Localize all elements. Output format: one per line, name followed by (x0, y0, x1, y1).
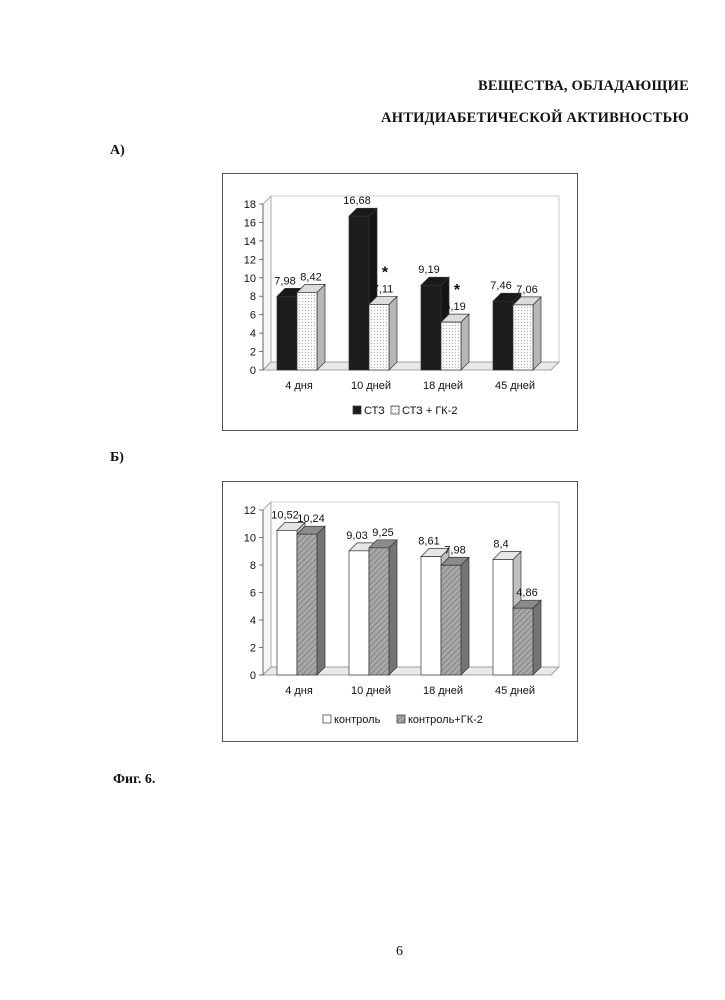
data-label: 9,03 (346, 530, 367, 542)
bar-front (441, 322, 461, 370)
y-tick-label: 0 (250, 365, 256, 377)
x-tick-label: 45 дней (495, 380, 535, 392)
bar-side (317, 526, 325, 675)
significance-asterisk: * (382, 264, 389, 281)
data-label: 9,25 (372, 527, 393, 539)
x-tick-label: 10 дней (351, 685, 391, 697)
bar (369, 540, 397, 675)
page-number: 6 (396, 944, 403, 960)
legend-swatch (397, 715, 405, 723)
data-label: 7,11 (373, 283, 394, 295)
bar-front (349, 551, 369, 675)
bar (369, 296, 397, 370)
data-label: 7,98 (274, 275, 295, 287)
document-title-line-1: ВЕЩЕСТВА, ОБЛАДАЮЩИЕ (478, 78, 689, 95)
bar-front (513, 305, 533, 370)
data-label: 10,24 (297, 513, 325, 525)
chart-a: 0 2 4 6 8 10 12 14 16 18 7,98 8,42 4 дня 16,68 7,11 10 … (222, 173, 578, 431)
y-tick-label: 18 (244, 199, 256, 211)
bar-front (277, 530, 297, 675)
bar-side (461, 314, 469, 370)
bar (297, 526, 325, 675)
legend-label: СТЗ + ГК-2 (402, 405, 458, 417)
bar-front (277, 296, 297, 370)
data-label: 7,98 (444, 544, 465, 556)
bar (441, 557, 469, 675)
bar-front (297, 292, 317, 370)
bar-front (513, 608, 533, 675)
bar-side (389, 540, 397, 675)
bar-front (421, 557, 441, 675)
y-tick-label: 2 (250, 347, 256, 359)
data-label: 8,4 (493, 539, 508, 551)
y-tick-label: 0 (250, 670, 256, 682)
side-wall (263, 502, 271, 675)
y-tick-label: 6 (250, 310, 256, 322)
data-label: 4,86 (516, 587, 537, 599)
legend-swatch (323, 715, 331, 723)
chart-b-svg: 0 2 4 6 8 10 12 10,5210,24 4 дня 9,03 9,25 10 дней 8… (223, 482, 577, 741)
chart-a-svg: 0 2 4 6 8 10 12 14 16 18 7,98 8,42 4 дня 16,68 7,11 10 … (223, 174, 577, 430)
figure-caption: Фиг. 6. (113, 772, 155, 788)
x-tick-label: 4 дня (285, 685, 313, 697)
bar-side (461, 557, 469, 675)
y-tick-label: 16 (244, 217, 256, 229)
data-label: 7,46 (490, 280, 511, 292)
panel-a-label: А) (110, 143, 125, 159)
legend-label: контроль+ГК-2 (408, 714, 483, 726)
y-tick-label: 8 (250, 560, 256, 572)
bar (441, 314, 469, 370)
data-label: 7,06 (516, 284, 537, 296)
bar-front (369, 548, 389, 675)
y-tick-label: 4 (250, 328, 256, 340)
y-tick-label: 10 (244, 273, 256, 285)
y-tick-label: 14 (244, 236, 256, 248)
bar-side (533, 600, 541, 675)
x-tick-label: 18 дней (423, 380, 463, 392)
legend: контроль контроль+ГК-2 (323, 714, 483, 726)
legend-label: СТЗ (364, 405, 385, 417)
document-title-line-2: АНТИДИАБЕТИЧЕСКОЙ АКТИВНОСТЬЮ (381, 110, 689, 127)
bar-side (389, 296, 397, 370)
bar (513, 600, 541, 675)
bar-front (493, 560, 513, 676)
bar-front (493, 301, 513, 370)
y-tick-label: 10 (244, 533, 256, 545)
x-tick-label: 4 дня (285, 380, 313, 392)
legend-label: контроль (334, 714, 381, 726)
bar (513, 297, 541, 370)
data-label: 9,19 (418, 264, 439, 276)
bar-side (533, 297, 541, 370)
bar-front (441, 565, 461, 675)
y-tick-label: 8 (250, 291, 256, 303)
bar-front (349, 216, 369, 370)
y-tick-label: 4 (250, 615, 256, 627)
data-label: 5,19 (444, 301, 465, 313)
side-wall (263, 196, 271, 370)
data-label: 16,68 (343, 195, 371, 207)
bar-front (297, 534, 317, 675)
bar-front (369, 304, 389, 370)
y-tick-label: 6 (250, 588, 256, 600)
significance-asterisk: * (454, 282, 461, 299)
bar (297, 284, 325, 370)
bar-side (317, 284, 325, 370)
y-tick-label: 12 (244, 505, 256, 517)
y-tick-label: 12 (244, 254, 256, 266)
y-tick-label: 2 (250, 643, 256, 655)
legend: СТЗ СТЗ + ГК-2 (353, 405, 458, 417)
data-label: 8,61 (418, 536, 439, 548)
x-tick-label: 10 дней (351, 380, 391, 392)
data-label: 8,42 (300, 271, 321, 283)
panel-b-label: Б) (110, 450, 124, 466)
x-tick-label: 45 дней (495, 685, 535, 697)
chart-b: 0 2 4 6 8 10 12 10,5210,24 4 дня 9,03 9,25 10 дней 8… (222, 481, 578, 742)
legend-swatch (353, 406, 361, 414)
bar-front (421, 285, 441, 370)
legend-swatch (391, 406, 399, 414)
x-tick-label: 18 дней (423, 685, 463, 697)
data-label: 10,52 (271, 509, 299, 521)
